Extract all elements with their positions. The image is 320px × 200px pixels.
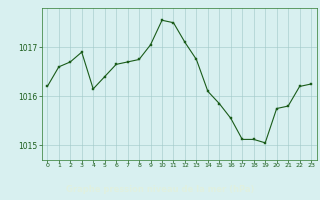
Text: Graphe pression niveau de la mer (hPa): Graphe pression niveau de la mer (hPa) <box>66 185 254 194</box>
